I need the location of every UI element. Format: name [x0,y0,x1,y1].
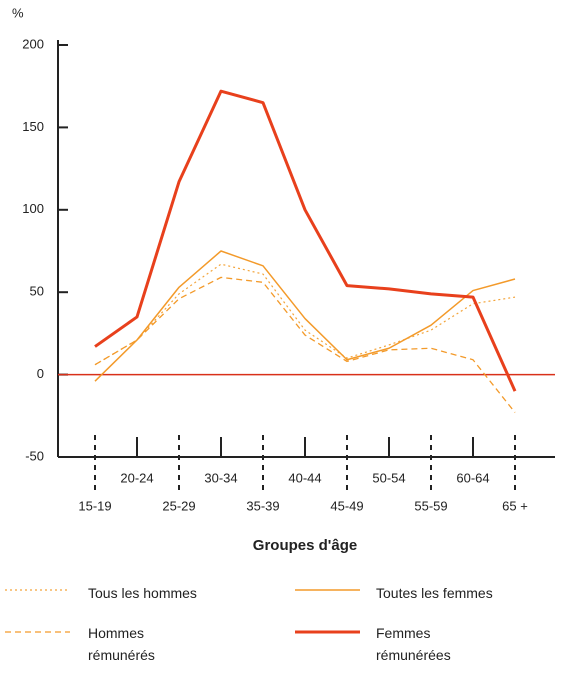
x-tick-label: 65 + [502,498,528,513]
x-tick-label: 50-54 [372,470,405,485]
y-axis-label: % [12,5,24,20]
legend-label: Toutes les femmes [376,585,493,601]
x-tick-label: 55-59 [414,498,447,513]
x-tick-label: 30-34 [204,470,237,485]
y-tick-label: 100 [22,201,44,216]
legend-label: Femmes rémunérées [376,625,451,663]
series-line [94,89,517,392]
x-tick-label: 60-64 [456,470,489,485]
x-tick-label: 15-19 [78,498,111,513]
x-tick-label: 20-24 [120,470,153,485]
x-axis-title: Groupes d'âge [253,537,357,554]
y-tick-label: 0 [37,366,44,381]
x-tick-label: 25-29 [162,498,195,513]
y-tick-label: 50 [30,284,44,299]
series-line [94,263,516,366]
series-line [94,250,516,382]
x-tick-label: 45-49 [330,498,363,513]
x-tick-label: 35-39 [246,498,279,513]
series-line [94,276,516,413]
legend-label: Tous les hommes [88,585,197,601]
y-tick-label: 200 [22,36,44,51]
x-tick-label: 40-44 [288,470,321,485]
y-tick-label: -50 [25,448,44,463]
y-tick-label: 150 [22,119,44,134]
legend-label: Hommes rémunérés [88,625,155,663]
